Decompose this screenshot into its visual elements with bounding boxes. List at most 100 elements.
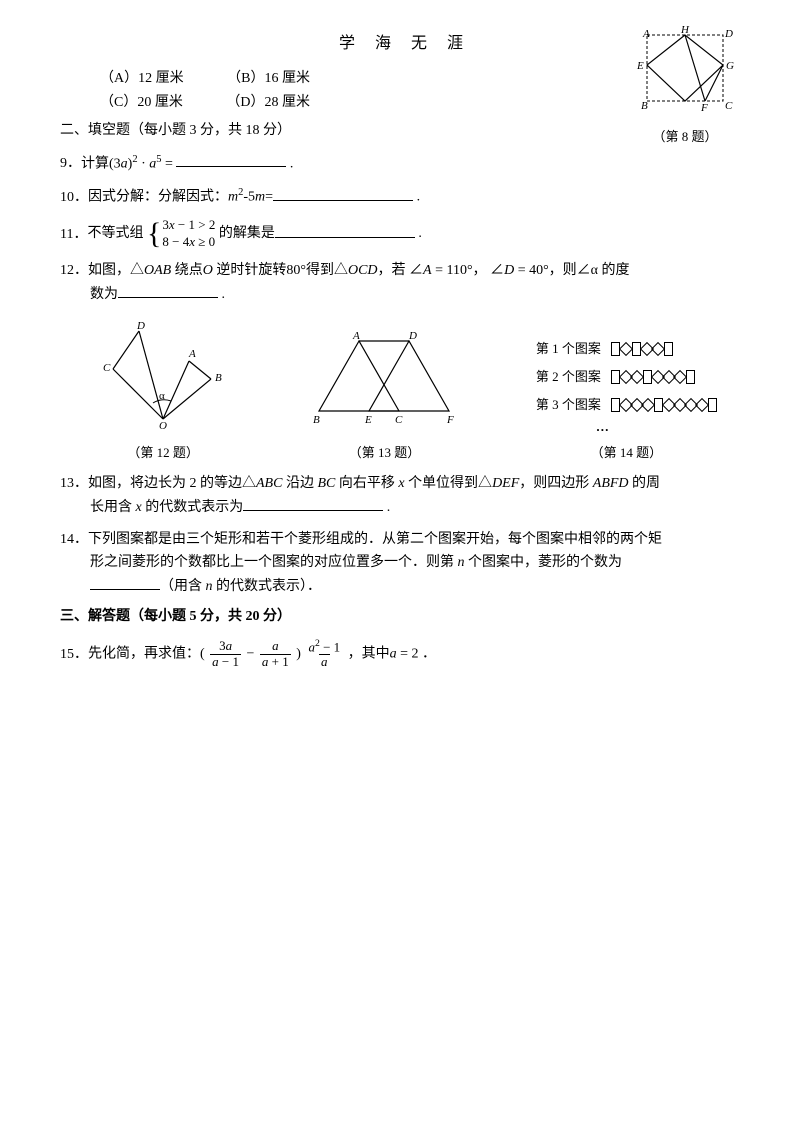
q15-f3: a2 − 1 a xyxy=(306,639,342,670)
pattern-row: 第 3 个图案 xyxy=(536,394,717,416)
section3-title: 三、解答题（每小题 5 分，共 20 分） xyxy=(60,605,750,629)
pattern-shapes xyxy=(611,342,673,356)
svg-text:D: D xyxy=(136,321,145,332)
q10-eq: = xyxy=(265,190,273,205)
q8-figure-box: A H D E G B F C （第 8 题） xyxy=(630,25,740,148)
q13-num: 13． xyxy=(60,472,88,496)
svg-text:O: O xyxy=(159,420,167,431)
q10-m: m xyxy=(228,190,238,205)
q11: 11． 不等式组 { 3x − 1 > 2 8 − 4x ≥ 0 的解集是 . xyxy=(60,217,750,251)
q10-mid: -5 xyxy=(243,190,255,205)
q13-blank xyxy=(243,497,383,511)
q10-num: 10． xyxy=(60,186,88,210)
choice-b: （B）16 厘米 xyxy=(227,67,310,91)
q9-eq: = xyxy=(162,156,173,171)
pattern-label: 第 1 个图案 xyxy=(536,338,601,360)
pattern-row: 第 2 个图案 xyxy=(536,366,717,388)
q9-blank xyxy=(176,153,286,167)
q9-a: a xyxy=(121,156,128,171)
q11-post: 的解集是 xyxy=(219,227,275,242)
svg-text:H: H xyxy=(680,25,690,36)
q8-caption: （第 8 题） xyxy=(630,126,740,148)
pattern-label: 第 2 个图案 xyxy=(536,366,601,388)
q12: 12． 如图，△OAB 绕点O 逆时针旋转80°得到△OCD，若 ∠A = 11… xyxy=(60,259,750,283)
q11-pre: 不等式组 xyxy=(87,227,143,242)
q14-sub: （用含 n 的代数式表示）． xyxy=(90,575,750,599)
q12-body: 如图，△OAB 绕点O 逆时针旋转80°得到△OCD，若 ∠A = 110°， … xyxy=(88,259,750,283)
q14-caption: （第 14 题） xyxy=(536,442,717,464)
q14-num: 14． xyxy=(60,528,88,552)
choice-d: （D）28 厘米 xyxy=(226,91,310,115)
q15: 15． 先化简，再求值：( 3a a − 1 − a a + 1 ) a2 − … xyxy=(60,639,750,670)
svg-text:C: C xyxy=(725,100,733,112)
q12-caption: （第 12 题） xyxy=(93,442,233,464)
svg-text:A: A xyxy=(352,331,360,342)
q11-brace: { 3x − 1 > 2 8 − 4x ≥ 0 xyxy=(147,217,215,251)
q13: 13． 如图，将边长为 2 的等边△ABC 沿边 BC 向右平移 x 个单位得到… xyxy=(60,472,750,496)
svg-text:D: D xyxy=(408,331,417,342)
q13-caption: （第 13 题） xyxy=(299,442,469,464)
svg-text:E: E xyxy=(364,414,372,426)
svg-text:B: B xyxy=(313,414,320,426)
choice-c: （C）20 厘米 xyxy=(100,91,183,115)
diamond-icon xyxy=(673,370,687,384)
q11-num: 11． xyxy=(60,223,87,247)
q9-num: 9． xyxy=(60,152,81,176)
q15-body: 先化简，再求值：( 3a a − 1 − a a + 1 ) a2 − 1 a … xyxy=(88,639,750,670)
q9-pre: 计算(3 xyxy=(81,156,121,171)
q15-f1: 3a a − 1 xyxy=(210,639,241,669)
q14-figure: 第 1 个图案第 2 个图案第 3 个图案 … （第 14 题） xyxy=(536,338,717,464)
q13-figure: A D B E C F （第 13 题） xyxy=(299,331,469,464)
pattern-shapes xyxy=(611,398,717,412)
q10-text: 因式分解：分解因式： xyxy=(88,190,228,205)
diamond-icon xyxy=(619,342,633,356)
svg-text:A: A xyxy=(188,348,196,360)
q13-body: 如图，将边长为 2 的等边△ABC 沿边 BC 向右平移 x 个单位得到△DEF… xyxy=(88,472,750,496)
diamond-icon xyxy=(695,398,709,412)
svg-text:C: C xyxy=(395,414,403,426)
pattern-shapes xyxy=(611,370,695,384)
q13-sub: 长用含 x 的代数式表示为 . xyxy=(90,496,750,520)
pattern-row: 第 1 个图案 xyxy=(536,338,717,360)
svg-text:F: F xyxy=(700,102,708,114)
q11-blank xyxy=(275,224,415,238)
q9-body: 计算(3a)2 · a5 = . xyxy=(81,151,750,176)
svg-text:B: B xyxy=(641,100,648,112)
q12-sub: 数为 . xyxy=(90,283,750,307)
q15-num: 15． xyxy=(60,643,88,667)
diamond-icon xyxy=(630,370,644,384)
q9: 9． 计算(3a)2 · a5 = . xyxy=(60,151,750,176)
svg-text:E: E xyxy=(636,60,644,72)
diamond-icon xyxy=(641,398,655,412)
svg-text:G: G xyxy=(726,60,734,72)
q12-num: 12． xyxy=(60,259,88,283)
q8-figure-svg: A H D E G B F C xyxy=(635,25,735,115)
brace-icon: { xyxy=(147,218,161,250)
q14-line2: 形之间菱形的个数都比上一个图案的对应位置多一个．则第 n 个图案中，菱形的个数为 xyxy=(90,551,750,575)
q12-blank xyxy=(118,284,218,298)
q12-figure: D C A B O α （第 12 题） xyxy=(93,321,233,464)
q14-body: 下列图案都是由三个矩形和若干个菱形组成的．从第二个图案开始，每个图案中相邻的两个… xyxy=(88,528,750,552)
choice-a: （A）12 厘米 xyxy=(100,67,184,91)
q11-line2: 8 − 4x ≥ 0 xyxy=(162,234,215,251)
q14-blank xyxy=(90,576,160,590)
figures-row: D C A B O α （第 12 题） A D B E C F （第 1 xyxy=(60,321,750,464)
q10-body: 因式分解：分解因式：m2-5m= . xyxy=(88,184,750,209)
svg-text:α: α xyxy=(159,390,165,402)
svg-text:F: F xyxy=(446,414,454,426)
q14-dots: … xyxy=(596,416,717,438)
diamond-icon xyxy=(651,342,665,356)
svg-text:B: B xyxy=(215,372,222,384)
q10: 10． 因式分解：分解因式：m2-5m= . xyxy=(60,184,750,209)
svg-text:D: D xyxy=(724,28,733,40)
q10-m2: m xyxy=(255,190,265,205)
svg-text:C: C xyxy=(103,362,111,374)
q14: 14． 下列图案都是由三个矩形和若干个菱形组成的．从第二个图案开始，每个图案中相… xyxy=(60,528,750,552)
pattern-label: 第 3 个图案 xyxy=(536,394,601,416)
svg-text:A: A xyxy=(642,28,650,40)
q15-f2: a a + 1 xyxy=(260,639,291,669)
q11-line1: 3x − 1 > 2 xyxy=(162,217,215,234)
q11-body: 不等式组 { 3x − 1 > 2 8 − 4x ≥ 0 的解集是 . xyxy=(87,217,750,251)
q10-blank xyxy=(273,187,413,201)
q9-mid: · xyxy=(138,156,150,171)
